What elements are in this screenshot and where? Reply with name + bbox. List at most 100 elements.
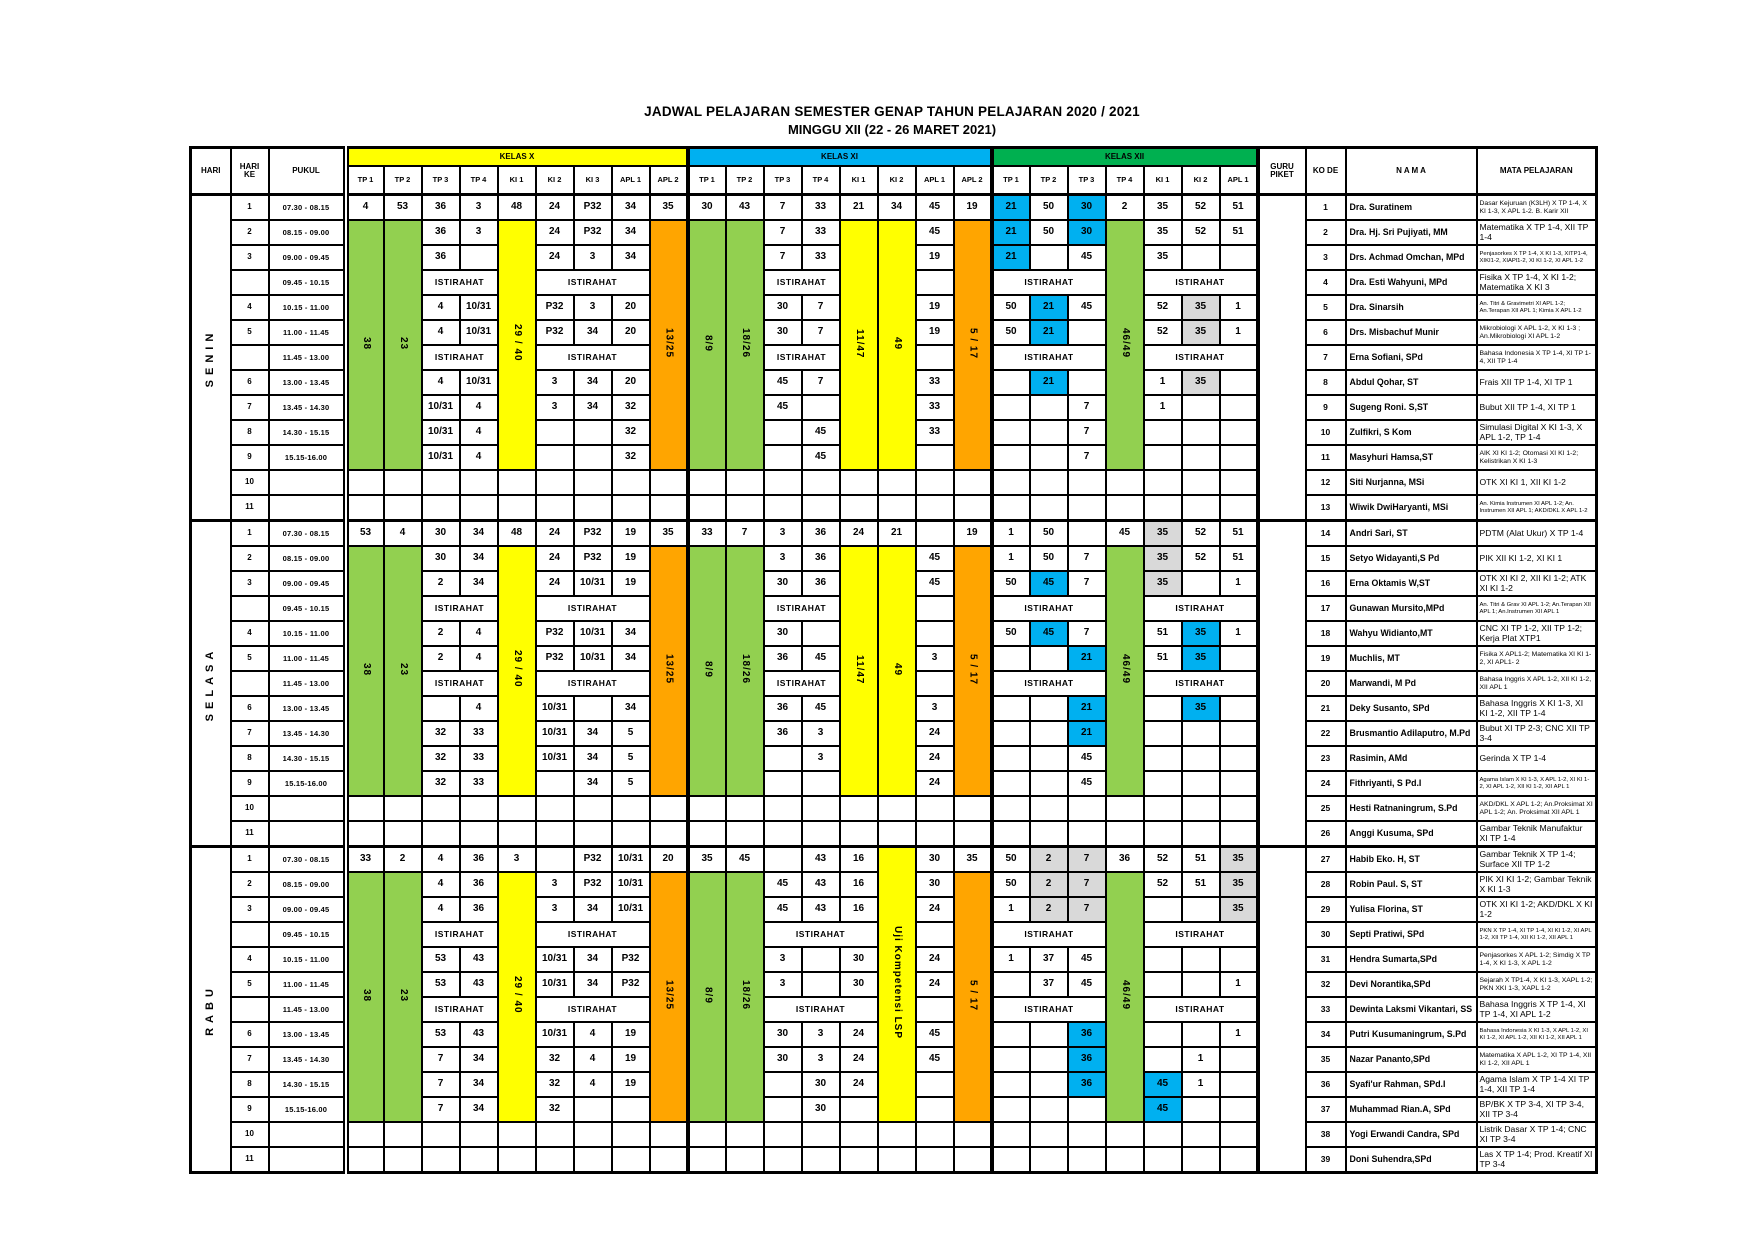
- schedule-cell: [458, 244, 499, 271]
- schedule-cell: [1028, 444, 1069, 471]
- merged-group-cell: 46/49: [1104, 219, 1145, 471]
- schedule-cell: 34: [572, 946, 613, 973]
- merged-group-cell: 38: [342, 871, 385, 1123]
- schedule-cell: [534, 845, 575, 873]
- schedule-cell: [989, 720, 1031, 747]
- time-cell: 07.30 - 08.15: [267, 845, 347, 873]
- schedule-cell: 34: [458, 1096, 499, 1123]
- schedule-cell: [1142, 971, 1183, 998]
- schedule-cell: [914, 469, 955, 496]
- schedule-cell: 21: [876, 519, 917, 547]
- teacher-kode: 6: [1304, 319, 1347, 346]
- schedule-cell: 43: [458, 1021, 499, 1048]
- schedule-cell: 51: [1142, 645, 1183, 672]
- teacher-nama: Dra. Esti Wahyuni, MPd: [1344, 269, 1478, 296]
- schedule-cell: [1218, 946, 1259, 973]
- schedule-cell: 53: [420, 1021, 461, 1048]
- period-number: 5: [229, 971, 270, 998]
- schedule-cell: 51: [1218, 545, 1259, 572]
- schedule-cell: [342, 820, 385, 848]
- period-number: 9: [229, 770, 270, 797]
- schedule-cell: 45: [914, 1021, 955, 1048]
- schedule-cell: [382, 494, 423, 522]
- time-cell: 11.45 - 13.00: [267, 996, 347, 1023]
- schedule-cell: [989, 444, 1031, 471]
- schedule-cell: 36: [420, 244, 461, 271]
- schedule-cell: 35: [1218, 871, 1259, 898]
- teacher-nama: Gunawan Mursito,MPd: [1344, 595, 1478, 622]
- schedule-cell: [1218, 770, 1259, 797]
- schedule-cell: [989, 494, 1031, 522]
- schedule-cell: 52: [1180, 193, 1221, 221]
- istirahat-cell: ISTIRAHAT: [989, 921, 1107, 948]
- schedule-cell: 36: [1104, 845, 1145, 873]
- schedule-cell: 33: [458, 720, 499, 747]
- schedule-cell: [989, 971, 1031, 998]
- schedule-cell: [1180, 1096, 1221, 1123]
- schedule-cell: 7: [420, 1096, 461, 1123]
- schedule-cell: 3: [762, 971, 803, 998]
- schedule-cell: 24: [534, 193, 575, 221]
- time-cell: [267, 795, 347, 822]
- schedule-cell: [534, 820, 575, 848]
- schedule-cell: 45: [914, 193, 955, 221]
- schedule-cell: [1142, 1046, 1183, 1073]
- schedule-cell: [572, 419, 613, 446]
- schedule-cell: [1028, 695, 1069, 722]
- schedule-cell: 32: [420, 720, 461, 747]
- schedule-cell: [762, 795, 803, 822]
- schedule-cell: 51: [1218, 219, 1259, 246]
- schedule-cell: 45: [762, 394, 803, 421]
- schedule-cell: [572, 820, 613, 848]
- class-group-header: KELAS X: [342, 146, 689, 167]
- schedule-cell: 35: [1180, 645, 1221, 672]
- day-label-text: SELASA: [203, 646, 216, 721]
- schedule-cell: 24: [914, 770, 955, 797]
- schedule-cell: [762, 494, 803, 522]
- time-cell: 09.00 - 09.45: [267, 570, 347, 597]
- schedule-cell: [1180, 820, 1221, 848]
- teacher-mapel: Sejarah X TP1-4, X KI 1-3, XAPL 1-2; PKN…: [1475, 971, 1598, 998]
- schedule-cell: [1218, 1046, 1259, 1073]
- merged-group-cell: 8/9: [685, 219, 727, 471]
- schedule-cell: [1218, 369, 1259, 396]
- schedule-cell: 1: [989, 946, 1031, 973]
- schedule-cell: [952, 469, 993, 496]
- schedule-cell: 10/31: [534, 720, 575, 747]
- schedule-cell: [648, 1121, 689, 1148]
- schedule-cell: [1028, 1146, 1069, 1174]
- schedule-cell: [1218, 469, 1259, 496]
- schedule-cell: 36: [458, 845, 499, 873]
- merged-group-text: 23: [397, 988, 409, 1002]
- schedule-cell: 30: [762, 319, 803, 346]
- schedule-cell: [914, 1146, 955, 1174]
- schedule-cell: 10/31: [420, 394, 461, 421]
- schedule-cell: [914, 795, 955, 822]
- teacher-nama: Yogi Erwandi Candra, SPd: [1344, 1121, 1478, 1148]
- schedule-cell: [800, 394, 841, 421]
- merged-group-text: 5 / 17: [967, 327, 979, 359]
- schedule-cell: 35: [1142, 570, 1183, 597]
- period-number: 1: [229, 845, 270, 873]
- day-label: SENIN: [189, 193, 232, 522]
- schedule-cell: 30: [914, 845, 955, 873]
- schedule-cell: [800, 971, 841, 998]
- schedule-cell: 45: [1142, 1096, 1183, 1123]
- schedule-cell: 4: [572, 1046, 613, 1073]
- schedule-cell: 33: [800, 244, 841, 271]
- schedule-cell: [724, 494, 765, 522]
- time-cell: 15.15-16.00: [267, 444, 347, 471]
- istirahat-cell: ISTIRAHAT: [762, 921, 879, 948]
- schedule-cell: [1104, 469, 1145, 496]
- schedule-cell: [1104, 1146, 1145, 1174]
- schedule-cell: 34: [572, 394, 613, 421]
- class-column-header: TP 2: [382, 165, 423, 196]
- time-cell: 11.45 - 13.00: [267, 344, 347, 371]
- teacher-kode: 18: [1304, 620, 1347, 647]
- schedule-cell: 10/31: [534, 695, 575, 722]
- class-column-header: TP 2: [1028, 165, 1069, 196]
- schedule-cell: 52: [1142, 319, 1183, 346]
- schedule-cell: [762, 419, 803, 446]
- istirahat-cell: ISTIRAHAT: [1142, 996, 1259, 1023]
- schedule-cell: 24: [534, 570, 575, 597]
